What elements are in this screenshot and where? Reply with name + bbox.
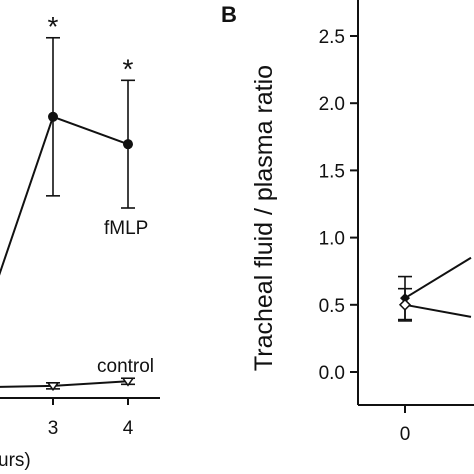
significance-marker: * <box>123 53 134 84</box>
x-tick-label-4: 4 <box>123 418 134 439</box>
fmlp-point <box>48 111 58 122</box>
fmlp-point <box>123 139 133 150</box>
x-tick-label-0: 0 <box>400 424 411 445</box>
panel-b-letter: B <box>221 2 237 27</box>
panel-b-y-ticks: 0.0 0.5 1.0 1.5 2.0 2.5 <box>319 27 358 384</box>
x-tick-label-3: 3 <box>48 418 59 439</box>
control-point <box>121 377 135 387</box>
series-2-line <box>404 303 472 318</box>
control-line <box>0 380 129 388</box>
y-tick-label-0-5: 0.5 <box>319 296 345 317</box>
significance-marker: * <box>48 11 59 42</box>
y-tick-label-2-0: 2.0 <box>319 94 345 115</box>
panel-b-series <box>398 256 472 322</box>
panel-b: B Tracheal fluid / plasma ratio 0.0 0.5 1.… <box>221 0 474 445</box>
panel-b-y-axis-label: Tracheal fluid / plasma ratio <box>250 65 278 371</box>
y-tick-label-1-5: 1.5 <box>319 161 345 182</box>
series-label-control: control <box>97 356 154 377</box>
panel-b-x-ticks: 0 <box>400 405 411 445</box>
y-tick-label-2-5: 2.5 <box>319 27 345 48</box>
y-tick-label-0-0: 0.0 <box>319 363 345 384</box>
panel-a-x-axis-label: urs) <box>0 450 31 471</box>
y-tick-label-1-0: 1.0 <box>319 229 345 250</box>
control-point <box>46 382 60 392</box>
series-1-line <box>404 256 472 299</box>
series-label-fmlp: fMLP <box>104 218 148 239</box>
panel-a-series: ** <box>0 11 135 392</box>
series-2-point <box>398 298 412 311</box>
